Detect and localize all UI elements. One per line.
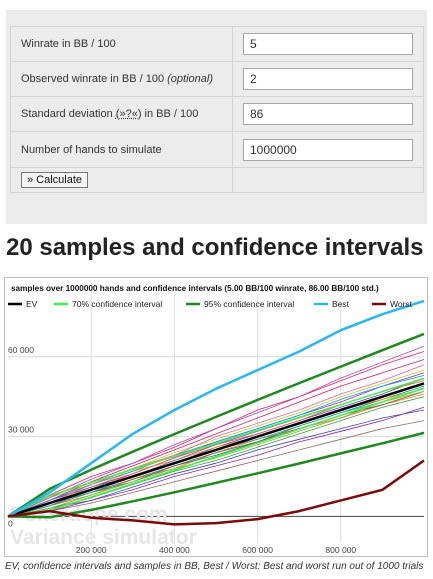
chart-caption: EV, confidence intervals and samples in …	[5, 561, 424, 572]
series-line	[7, 431, 425, 519]
observed-winrate-cell: 2	[232, 61, 424, 97]
y-tick-label: 0	[8, 518, 13, 528]
series-line	[7, 391, 425, 517]
x-tick-label: 400 000	[159, 545, 190, 555]
winrate-label-text: Winrate in BB / 100	[21, 38, 116, 50]
hands-cell: 1000000	[232, 131, 424, 168]
series-line	[7, 332, 425, 518]
series-line	[7, 369, 425, 517]
series-line	[7, 385, 425, 517]
hands-label: Number of hands to simulate	[10, 131, 233, 168]
series-line	[7, 420, 425, 517]
std-dev-help-link[interactable]: (»?«)	[115, 108, 142, 120]
std-dev-label-suffix: in BB / 100	[144, 108, 199, 120]
chart-title: samples over 1000000 hands and confidenc…	[11, 284, 379, 293]
x-tick-label: 800 000	[325, 545, 356, 555]
calculator-form: Winrate in BB / 100 5 Observed winrate i…	[10, 26, 424, 193]
series-line	[7, 299, 425, 518]
winrate-input[interactable]: 5	[243, 33, 413, 55]
section-title: 20 samples and confidence intervals	[6, 234, 424, 261]
x-tick-label: 600 000	[242, 545, 273, 555]
y-tick-label: 30 000	[8, 425, 34, 435]
series-line	[7, 406, 425, 517]
std-dev-label: Standard deviation (»?«) in BB / 100	[10, 96, 233, 132]
series-line	[7, 409, 425, 517]
legend-label: EV	[26, 299, 38, 309]
series-line	[7, 459, 425, 526]
empty-cell	[232, 167, 424, 193]
watermark-text: Variance simulator	[10, 526, 197, 549]
optional-note: (optional)	[167, 73, 213, 85]
std-dev-label-text: Standard deviation	[21, 108, 113, 120]
observed-winrate-label: Observed winrate in BB / 100 (optional)	[10, 61, 233, 97]
x-tick-label: 200 000	[76, 545, 107, 555]
std-dev-input[interactable]: 86	[243, 103, 413, 125]
legend-label: Worst	[390, 299, 413, 309]
winrate-label: Winrate in BB / 100	[10, 26, 233, 62]
series-line	[7, 359, 425, 517]
observed-winrate-input[interactable]: 2	[243, 68, 413, 90]
observed-winrate-label-text: Observed winrate in BB / 100	[21, 73, 165, 85]
calculate-button[interactable]: » Calculate	[21, 172, 89, 188]
hands-input[interactable]: 1000000	[243, 138, 413, 161]
series-line	[7, 387, 425, 518]
hands-label-text: Number of hands to simulate	[21, 143, 162, 156]
y-tick-label: 60 000	[8, 345, 34, 355]
series-line	[7, 382, 425, 518]
series-line	[7, 375, 425, 517]
legend-label: 70% confidence interval	[72, 299, 162, 309]
winrate-cell: 5	[232, 26, 424, 62]
std-dev-cell: 86	[232, 96, 424, 132]
legend-label: 95% confidence interval	[204, 299, 294, 309]
series-line	[7, 345, 425, 517]
series-line	[7, 377, 425, 518]
calculator-form-panel: Winrate in BB / 100 5 Observed winrate i…	[6, 10, 427, 224]
button-cell: » Calculate	[10, 167, 233, 193]
series-line	[7, 364, 425, 517]
legend-label: Best	[332, 299, 350, 309]
variance-chart: Pokerdope.com Variance simulator samples o…	[4, 277, 428, 557]
